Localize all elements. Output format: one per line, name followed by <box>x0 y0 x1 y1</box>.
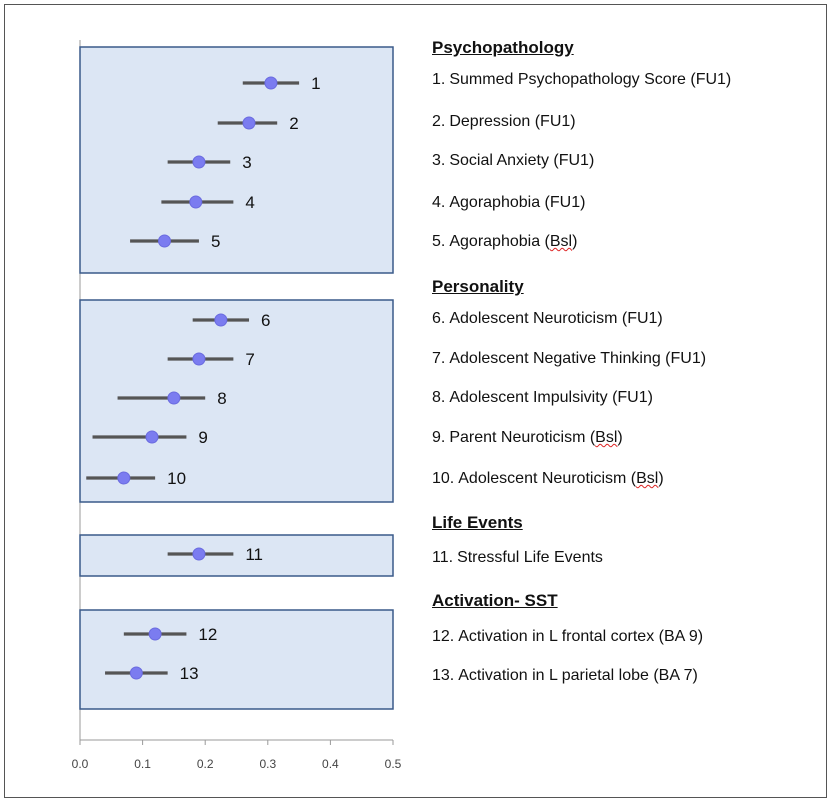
group-panel-1 <box>79 46 394 274</box>
legend-item-number: 5. <box>432 233 446 250</box>
point-label-6: 6 <box>261 311 270 330</box>
point-label-9: 9 <box>198 428 207 447</box>
group-title: Personality <box>432 277 524 296</box>
legend-item-number: 7. <box>432 350 446 367</box>
group-title: Psychopathology <box>432 38 574 57</box>
spellcheck-marked-word: Bsl <box>636 470 659 487</box>
legend-item: 11. Stressful Life Events <box>432 549 603 567</box>
point-label-11: 11 <box>245 545 263 564</box>
group-title: Activation- SST <box>432 591 558 610</box>
legend-item-number: 8. <box>432 389 446 406</box>
legend-item-text: Adolescent Impulsivity (FU1) <box>449 389 653 406</box>
legend-item: 7. Adolescent Negative Thinking (FU1) <box>432 350 706 368</box>
point-label-4: 4 <box>245 193 254 212</box>
legend-item-text: Social Anxiety (FU1) <box>449 152 595 169</box>
x-tick-label: 0.5 <box>385 757 402 771</box>
legend-item-text: Adolescent Neuroticism ( <box>458 470 637 487</box>
point-label-12: 12 <box>198 625 217 644</box>
x-tick-label: 0.4 <box>322 757 339 771</box>
legend-item-text: Stressful Life Events <box>457 549 603 566</box>
point-2 <box>242 116 256 130</box>
figure-frame <box>4 4 827 798</box>
point-4 <box>189 195 203 209</box>
legend-item-text: Adolescent Neuroticism (FU1) <box>449 310 663 327</box>
legend-item-number: 6. <box>432 310 446 327</box>
point-6 <box>214 313 228 327</box>
point-label-13: 13 <box>180 664 199 683</box>
legend-item: 4. Agoraphobia (FU1) <box>432 194 585 212</box>
point-3 <box>192 155 206 169</box>
legend-item: 10. Adolescent Neuroticism (Bsl) <box>432 470 664 488</box>
legend-item: 5. Agoraphobia (Bsl) <box>432 233 577 251</box>
legend-item-text: Adolescent Negative Thinking (FU1) <box>449 350 707 367</box>
point-9 <box>145 430 159 444</box>
point-8 <box>167 391 181 405</box>
point-1 <box>264 76 278 90</box>
spellcheck-marked-word: Bsl <box>549 233 573 250</box>
legend-item-tail: ) <box>658 470 664 487</box>
legend-item: 1. Summed Psychopathology Score (FU1) <box>432 71 731 89</box>
x-tick-label: 0.2 <box>197 757 214 771</box>
group-panel-2 <box>79 299 394 503</box>
legend-item-number: 4. <box>432 194 446 211</box>
point-label-5: 5 <box>211 232 220 251</box>
legend-item-number: 12. <box>432 628 455 645</box>
legend-item: 8. Adolescent Impulsivity (FU1) <box>432 389 653 407</box>
legend-item-tail: ) <box>572 233 578 250</box>
group-panel-3 <box>79 534 394 577</box>
legend-item-number: 10. <box>432 470 455 487</box>
legend-item-number: 2. <box>432 113 446 130</box>
group-title: Life Events <box>432 513 523 532</box>
legend-item-text: Agoraphobia (FU1) <box>449 194 586 211</box>
point-11 <box>192 547 206 561</box>
point-10 <box>117 471 131 485</box>
point-13 <box>129 666 143 680</box>
point-label-8: 8 <box>217 389 226 408</box>
legend-item: 3. Social Anxiety (FU1) <box>432 152 594 170</box>
point-label-10: 10 <box>167 469 186 488</box>
legend-item: 13. Activation in L parietal lobe (BA 7) <box>432 667 698 685</box>
x-tick-label: 0.0 <box>72 757 89 771</box>
legend-item-text: Activation in L parietal lobe (BA 7) <box>458 667 698 684</box>
legend-item-text: Parent Neuroticism ( <box>449 429 596 446</box>
point-label-1: 1 <box>311 74 320 93</box>
legend-item-number: 11. <box>432 549 454 566</box>
legend-item-text: Activation in L frontal cortex (BA 9) <box>458 628 704 645</box>
legend-item-tail: ) <box>617 429 623 446</box>
legend-item-number: 9. <box>432 429 446 446</box>
point-7 <box>192 352 206 366</box>
x-tick-label: 0.1 <box>134 757 151 771</box>
legend-item: 6. Adolescent Neuroticism (FU1) <box>432 310 663 328</box>
legend-item: 12. Activation in L frontal cortex (BA 9) <box>432 628 703 646</box>
legend-item: 2. Depression (FU1) <box>432 113 576 131</box>
point-12 <box>148 627 162 641</box>
legend-item-number: 1. <box>432 71 446 88</box>
legend-item: 9. Parent Neuroticism (Bsl) <box>432 429 623 447</box>
legend-item-text: Depression (FU1) <box>449 113 576 130</box>
legend-item-number: 3. <box>432 152 446 169</box>
point-label-2: 2 <box>289 114 298 133</box>
x-tick-label: 0.3 <box>259 757 276 771</box>
spellcheck-marked-word: Bsl <box>595 429 618 446</box>
legend-item-text: Summed Psychopathology Score (FU1) <box>449 71 732 88</box>
legend-item-number: 13. <box>432 667 455 684</box>
point-label-3: 3 <box>242 153 251 172</box>
group-panel-4 <box>79 609 394 710</box>
point-5 <box>158 234 172 248</box>
legend-item-text: Agoraphobia ( <box>449 233 550 250</box>
point-label-7: 7 <box>245 350 254 369</box>
